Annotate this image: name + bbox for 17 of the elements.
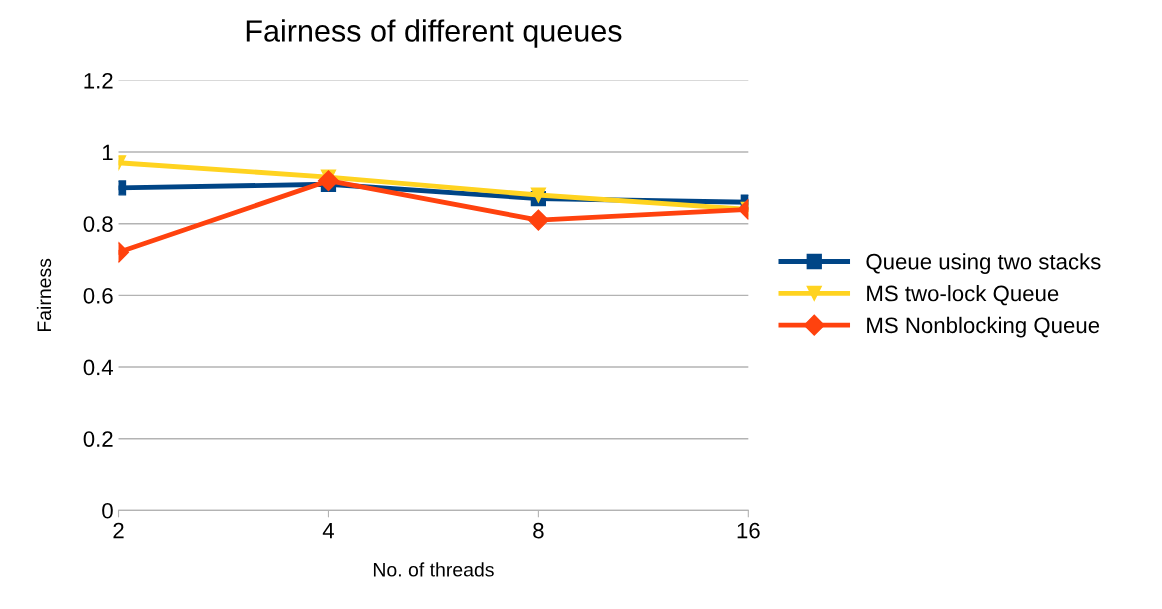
- legend-label: MS Nonblocking Queue: [867, 316, 1100, 338]
- x-axis-title: No. of threads: [373, 562, 494, 577]
- x-tick-label: 16: [737, 522, 760, 539]
- y-tick-label: 1.2: [84, 72, 113, 89]
- x-tick-label: 8: [533, 522, 544, 539]
- y-tick-label: 1: [103, 144, 113, 161]
- legend-label: MS two-lock Queue: [867, 285, 1059, 306]
- y-tick-label: 0.2: [83, 431, 113, 447]
- y-tick-label: 0.6: [83, 287, 113, 304]
- y-tick-label: 0.4: [83, 359, 114, 376]
- legend-label: Queue using two stacks: [866, 253, 1101, 274]
- x-tick-label: 2: [113, 522, 124, 539]
- y-tick-label: 0.8: [83, 216, 113, 232]
- chart-title: Fairness of different queues: [246, 19, 622, 48]
- y-axis-title: Fairness: [36, 258, 52, 332]
- y-tick-label: 0: [102, 502, 113, 519]
- x-tick-label: 4: [322, 522, 334, 539]
